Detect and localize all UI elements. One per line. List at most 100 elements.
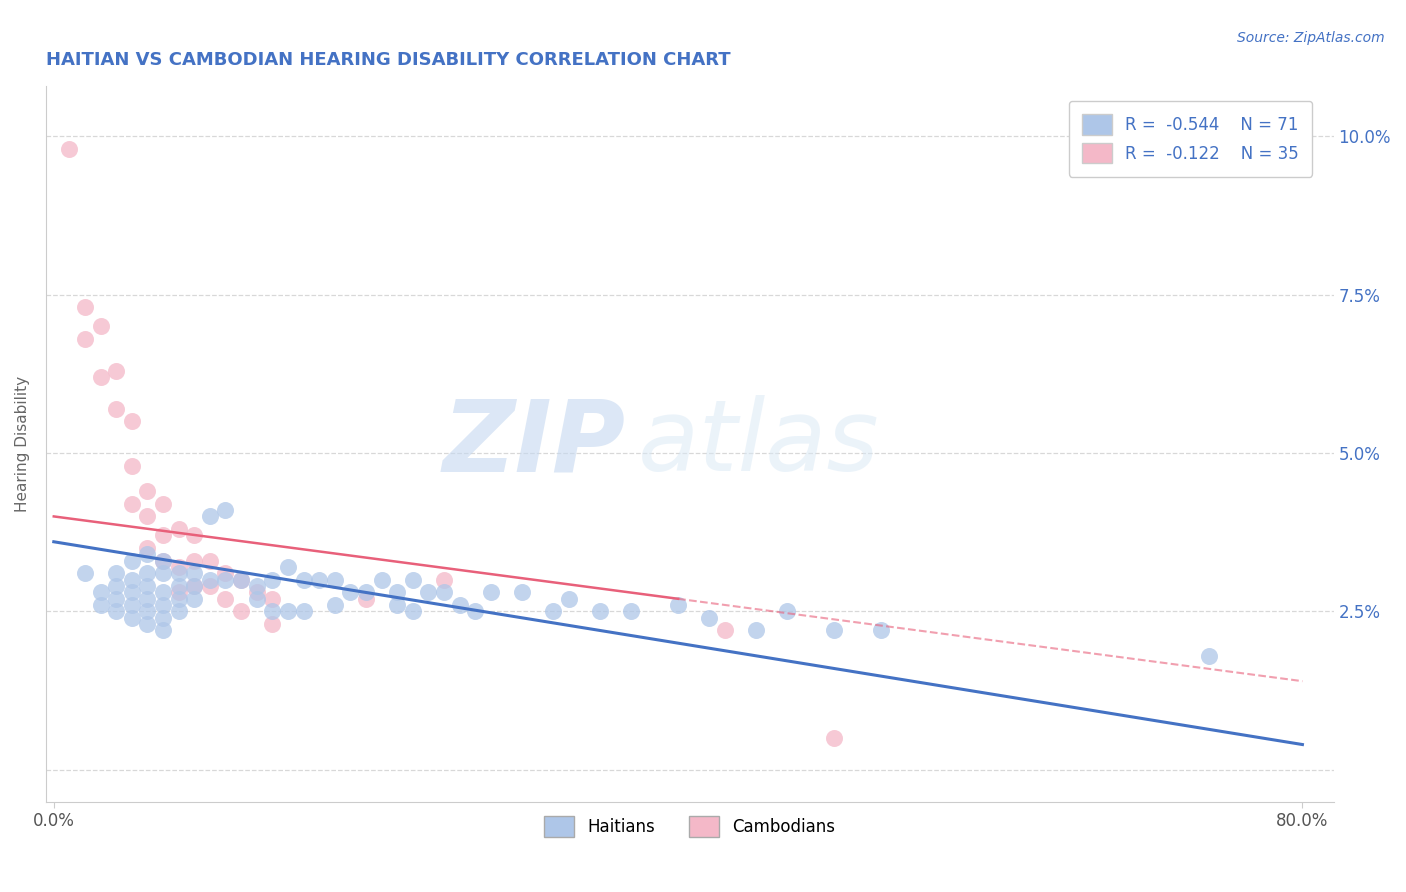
- Point: [666, 598, 689, 612]
- Point: [105, 579, 128, 593]
- Point: [277, 605, 299, 619]
- Point: [292, 573, 315, 587]
- Point: [105, 401, 128, 416]
- Point: [558, 591, 581, 606]
- Point: [90, 598, 112, 612]
- Point: [589, 605, 612, 619]
- Point: [510, 585, 533, 599]
- Point: [90, 319, 112, 334]
- Text: atlas: atlas: [638, 395, 880, 492]
- Point: [697, 611, 720, 625]
- Point: [121, 414, 143, 428]
- Point: [121, 554, 143, 568]
- Point: [183, 579, 205, 593]
- Point: [198, 579, 221, 593]
- Point: [246, 579, 269, 593]
- Point: [385, 598, 408, 612]
- Point: [229, 573, 252, 587]
- Point: [167, 585, 190, 599]
- Point: [167, 566, 190, 581]
- Point: [167, 605, 190, 619]
- Point: [262, 591, 284, 606]
- Point: [323, 598, 346, 612]
- Point: [167, 560, 190, 574]
- Point: [198, 573, 221, 587]
- Point: [418, 585, 440, 599]
- Point: [58, 142, 80, 156]
- Point: [90, 585, 112, 599]
- Point: [354, 591, 377, 606]
- Point: [776, 605, 799, 619]
- Point: [870, 624, 893, 638]
- Point: [152, 566, 174, 581]
- Text: HAITIAN VS CAMBODIAN HEARING DISABILITY CORRELATION CHART: HAITIAN VS CAMBODIAN HEARING DISABILITY …: [46, 51, 731, 69]
- Point: [339, 585, 361, 599]
- Point: [121, 573, 143, 587]
- Point: [402, 573, 425, 587]
- Point: [229, 605, 252, 619]
- Point: [121, 497, 143, 511]
- Point: [105, 566, 128, 581]
- Point: [152, 554, 174, 568]
- Point: [449, 598, 471, 612]
- Point: [105, 605, 128, 619]
- Point: [152, 554, 174, 568]
- Point: [152, 598, 174, 612]
- Point: [105, 364, 128, 378]
- Point: [262, 573, 284, 587]
- Text: Source: ZipAtlas.com: Source: ZipAtlas.com: [1237, 31, 1385, 45]
- Point: [121, 598, 143, 612]
- Point: [152, 585, 174, 599]
- Point: [167, 579, 190, 593]
- Point: [136, 579, 159, 593]
- Point: [152, 624, 174, 638]
- Point: [464, 605, 486, 619]
- Point: [136, 566, 159, 581]
- Point: [292, 605, 315, 619]
- Point: [167, 522, 190, 536]
- Point: [262, 617, 284, 632]
- Point: [136, 548, 159, 562]
- Point: [183, 566, 205, 581]
- Point: [433, 585, 456, 599]
- Point: [121, 458, 143, 473]
- Point: [262, 605, 284, 619]
- Point: [90, 370, 112, 384]
- Point: [152, 528, 174, 542]
- Point: [714, 624, 737, 638]
- Point: [73, 566, 96, 581]
- Point: [541, 605, 564, 619]
- Point: [121, 611, 143, 625]
- Point: [277, 560, 299, 574]
- Point: [136, 617, 159, 632]
- Point: [152, 497, 174, 511]
- Point: [385, 585, 408, 599]
- Point: [214, 591, 236, 606]
- Point: [136, 509, 159, 524]
- Y-axis label: Hearing Disability: Hearing Disability: [15, 376, 30, 512]
- Point: [246, 591, 269, 606]
- Point: [183, 591, 205, 606]
- Point: [183, 579, 205, 593]
- Point: [214, 566, 236, 581]
- Point: [214, 573, 236, 587]
- Point: [183, 554, 205, 568]
- Point: [308, 573, 330, 587]
- Point: [73, 332, 96, 346]
- Point: [1198, 648, 1220, 663]
- Point: [402, 605, 425, 619]
- Point: [323, 573, 346, 587]
- Point: [479, 585, 502, 599]
- Point: [73, 301, 96, 315]
- Point: [183, 528, 205, 542]
- Point: [167, 591, 190, 606]
- Point: [136, 605, 159, 619]
- Point: [121, 585, 143, 599]
- Point: [620, 605, 643, 619]
- Point: [105, 591, 128, 606]
- Point: [214, 503, 236, 517]
- Point: [152, 611, 174, 625]
- Text: ZIP: ZIP: [443, 395, 626, 492]
- Point: [229, 573, 252, 587]
- Point: [823, 731, 845, 746]
